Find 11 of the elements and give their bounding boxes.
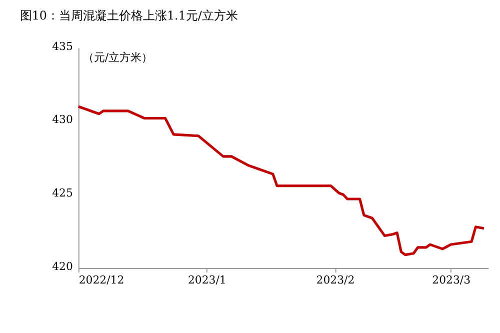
x-tick-label: 2023/1 (188, 273, 226, 286)
x-tick-label: 2023/3 (432, 273, 471, 286)
line-series (77, 105, 486, 256)
chart-title: 图10：当周混凝土价格上涨1.1元/立方米 (20, 8, 238, 23)
y-tick-label: 430 (52, 113, 73, 126)
y-tick-label: 420 (52, 260, 73, 274)
x-tick-label: 2022/12 (78, 273, 124, 286)
x-tick-label: 2023/2 (316, 273, 355, 286)
y-tick-label: 425 (52, 186, 73, 200)
y-axis-title: （元/立方米） (82, 51, 153, 64)
y-tick-label: 435 (52, 40, 73, 53)
